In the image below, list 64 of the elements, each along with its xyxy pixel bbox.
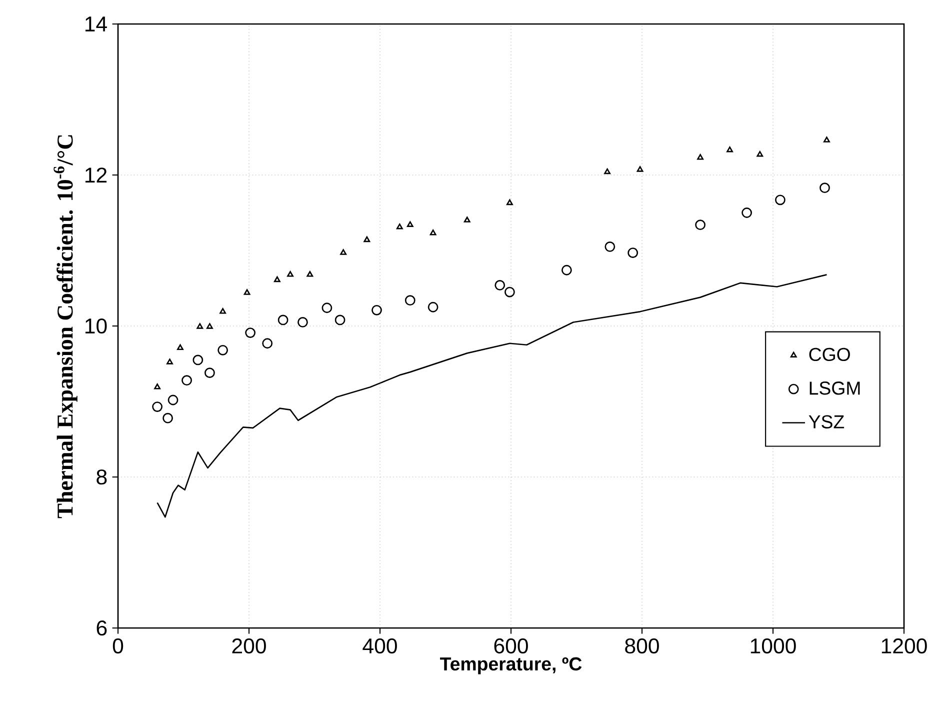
point (504, 286, 515, 298)
legend-label: CGO (809, 348, 850, 362)
point (428, 302, 438, 312)
x-tick-label: 1200 (882, 638, 927, 654)
point (274, 276, 280, 282)
point (204, 368, 215, 378)
x-tick-label: 1000 (750, 638, 796, 654)
point (775, 194, 786, 206)
point (177, 344, 184, 350)
y-tick-label: 6 (96, 620, 107, 636)
point (697, 154, 704, 160)
point (695, 220, 706, 230)
point (364, 236, 370, 242)
point (372, 304, 382, 316)
point (192, 354, 204, 366)
point (166, 358, 173, 364)
legend-label: YSZ (808, 415, 844, 428)
point (628, 248, 638, 258)
point (182, 375, 192, 386)
point (162, 412, 173, 424)
point (824, 136, 830, 142)
x-tick-label: 800 (625, 638, 659, 654)
point (404, 295, 416, 306)
point (278, 314, 288, 326)
point (604, 242, 616, 252)
point (244, 289, 250, 295)
x-tick-label: 200 (232, 638, 266, 654)
point (298, 317, 308, 328)
point (742, 208, 752, 218)
point (262, 338, 273, 349)
point (726, 146, 733, 152)
point (756, 151, 764, 157)
point (406, 221, 414, 227)
point (604, 168, 610, 174)
x-tick-label: 400 (362, 638, 397, 654)
x-tick-label: 0 (112, 638, 124, 654)
point (154, 384, 161, 390)
point (196, 323, 204, 329)
point (218, 344, 228, 356)
point (340, 249, 347, 255)
x-axis-title: Temperature, ºC (440, 657, 582, 674)
point (168, 394, 178, 406)
point (396, 224, 403, 230)
y-tick-label: 12 (86, 168, 107, 182)
y-axis-title: Thermal Expansion Coefficient. 10$^{-6}$/°C (54, 135, 78, 518)
y-tick-label: 10 (86, 318, 107, 334)
x-tick-label: 600 (494, 638, 528, 654)
point (636, 166, 644, 172)
point (561, 264, 572, 276)
point (306, 271, 314, 277)
point (152, 402, 163, 412)
point (820, 182, 830, 194)
y-tick-label: 14 (86, 16, 107, 32)
point (220, 308, 226, 314)
point (245, 328, 256, 338)
point (506, 199, 513, 206)
y-tick-label: 8 (96, 469, 107, 485)
point (430, 230, 436, 236)
legend-label: LSGM (810, 382, 860, 395)
point (206, 323, 213, 329)
point (494, 280, 506, 290)
point (464, 216, 470, 222)
point (322, 302, 332, 314)
point (334, 314, 346, 326)
